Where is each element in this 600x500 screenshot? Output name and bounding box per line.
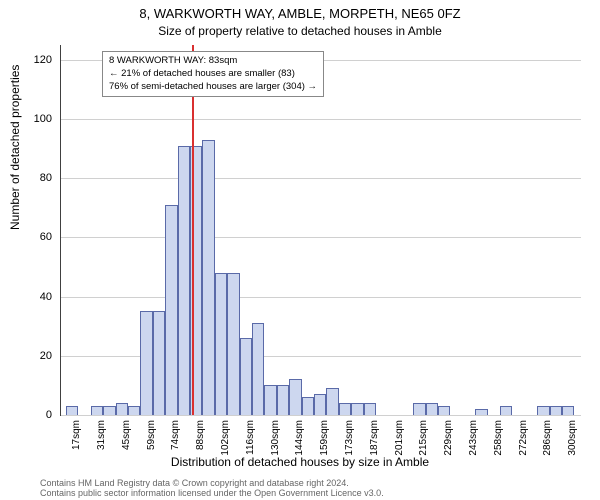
x-tick-label: 159sqm	[319, 420, 330, 456]
histogram-bar	[227, 273, 239, 415]
histogram-bar	[252, 323, 264, 415]
histogram-bar	[351, 403, 363, 415]
x-tick-label: 286sqm	[542, 420, 553, 456]
y-tick-label: 20	[40, 350, 52, 362]
histogram-bar	[153, 311, 165, 415]
annotation-line-2: ← 21% of detached houses are smaller (83…	[109, 68, 317, 81]
histogram-bar	[66, 406, 78, 415]
histogram-bar	[165, 205, 177, 415]
x-tick-label: 258sqm	[493, 420, 504, 456]
chart-subtitle: Size of property relative to detached ho…	[0, 24, 600, 38]
x-tick-label: 102sqm	[220, 420, 231, 456]
histogram-bar	[103, 406, 115, 415]
x-tick-label: 272sqm	[518, 420, 529, 456]
histogram-bar	[240, 338, 252, 415]
x-tick-label: 74sqm	[170, 420, 181, 450]
histogram-bar	[475, 409, 487, 415]
x-tick-label: 59sqm	[146, 420, 157, 450]
x-axis-label: Distribution of detached houses by size …	[0, 455, 600, 469]
y-tick-label: 40	[40, 291, 52, 303]
histogram-bar	[215, 273, 227, 415]
plot-area	[60, 45, 581, 416]
property-marker-line	[192, 45, 194, 415]
y-tick-label: 80	[40, 172, 52, 184]
histogram-bar	[178, 146, 190, 415]
y-tick-label: 100	[34, 113, 52, 125]
histogram-bar	[562, 406, 574, 415]
histogram-bar	[128, 406, 140, 415]
chart-area: 020406080100120 17sqm31sqm45sqm59sqm74sq…	[60, 45, 580, 415]
gridline	[61, 297, 581, 298]
y-axis-label: Number of detached properties	[8, 65, 22, 230]
histogram-bar	[277, 385, 289, 415]
x-tick-label: 45sqm	[121, 420, 132, 450]
gridline	[61, 178, 581, 179]
histogram-bar	[426, 403, 438, 415]
gridline	[61, 415, 581, 416]
histogram-bar	[413, 403, 425, 415]
histogram-bar	[91, 406, 103, 415]
histogram-bar	[302, 397, 314, 415]
x-tick-label: 116sqm	[245, 420, 256, 455]
x-tick-label: 17sqm	[71, 420, 82, 450]
histogram-bar	[289, 379, 301, 415]
annotation-line-1: 8 WARKWORTH WAY: 83sqm	[109, 55, 317, 68]
x-tick-label: 88sqm	[195, 420, 206, 450]
gridline	[61, 237, 581, 238]
histogram-bar	[314, 394, 326, 415]
annotation-box: 8 WARKWORTH WAY: 83sqm ← 21% of detached…	[102, 51, 324, 97]
histogram-bar	[364, 403, 376, 415]
x-tick-label: 144sqm	[294, 420, 305, 456]
chart-title: 8, WARKWORTH WAY, AMBLE, MORPETH, NE65 0…	[0, 6, 600, 21]
y-tick-label: 0	[46, 409, 52, 421]
histogram-bar	[116, 403, 128, 415]
x-tick-label: 187sqm	[369, 420, 380, 456]
y-tick-label: 60	[40, 231, 52, 243]
histogram-bar	[537, 406, 549, 415]
x-tick-label: 31sqm	[96, 420, 107, 450]
x-tick-label: 229sqm	[443, 420, 454, 456]
gridline	[61, 119, 581, 120]
histogram-bar	[264, 385, 276, 415]
x-tick-label: 300sqm	[567, 420, 578, 456]
histogram-bar	[140, 311, 152, 415]
x-tick-label: 130sqm	[270, 420, 281, 456]
histogram-bar	[326, 388, 338, 415]
x-tick-label: 173sqm	[344, 420, 355, 456]
gridline	[61, 356, 581, 357]
histogram-bar	[550, 406, 562, 415]
y-tick-label: 120	[34, 54, 52, 66]
histogram-bar	[202, 140, 214, 415]
footer-attribution: Contains HM Land Registry data © Crown c…	[40, 478, 384, 498]
histogram-bar	[438, 406, 450, 415]
annotation-line-3: 76% of semi-detached houses are larger (…	[109, 81, 317, 94]
x-tick-label: 215sqm	[418, 420, 429, 456]
histogram-bar	[339, 403, 351, 415]
x-tick-label: 201sqm	[394, 420, 405, 456]
x-tick-label: 243sqm	[468, 420, 479, 456]
histogram-bar	[500, 406, 512, 415]
